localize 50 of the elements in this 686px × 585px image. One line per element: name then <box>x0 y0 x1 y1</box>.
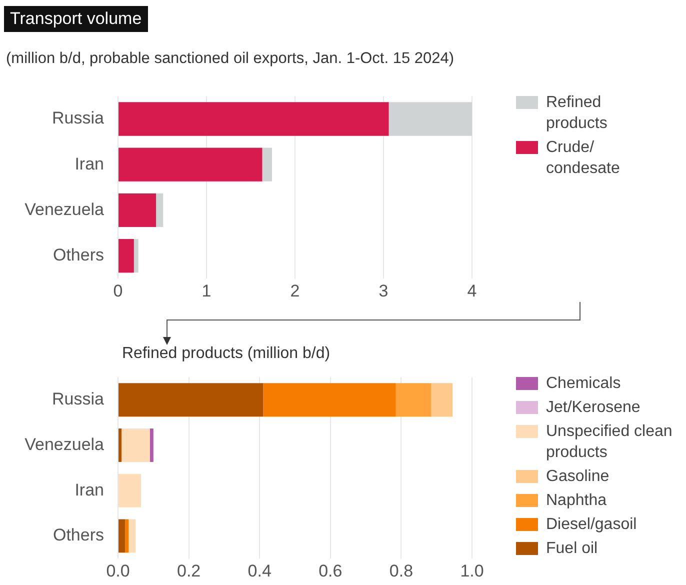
x-tick-label: 0.4 <box>248 561 272 580</box>
x-tick-label: 4 <box>467 281 477 300</box>
y-tick-label: Others <box>52 526 104 545</box>
bar <box>150 428 154 462</box>
chart-title: Transport volume <box>4 6 148 32</box>
bar <box>156 193 164 228</box>
bar <box>118 148 262 182</box>
legend-label: Unspecified clean products <box>546 423 672 461</box>
x-tick-label: 0.8 <box>389 561 414 580</box>
legend-label: Fuel oil <box>546 540 598 557</box>
bar <box>128 519 136 553</box>
x-tick-label: 3 <box>378 281 388 300</box>
bar <box>388 102 472 136</box>
y-tick-label: Venezuela <box>24 200 105 219</box>
y-tick-label: Russia <box>52 390 105 409</box>
legend-label: Refined products <box>546 94 608 132</box>
y-tick-label: Iran <box>74 154 104 174</box>
x-tick-label: 1 <box>202 281 212 300</box>
bar <box>125 519 129 553</box>
bar <box>118 193 156 228</box>
x-tick-label: 1.0 <box>460 561 484 580</box>
legend-label: Diesel/gasoil <box>546 516 637 533</box>
legend-label: Crude/condesate <box>546 139 620 177</box>
bar <box>118 238 134 273</box>
legend-label: Chemicals <box>546 375 621 392</box>
chart-subtitle: (million b/d, probable sanctioned oil exports, Jan. 1-Oct. 15 2024) <box>6 50 454 68</box>
bar <box>118 383 264 417</box>
chart-title: Refined products (million b/d) <box>122 345 330 363</box>
x-tick-label: 0.2 <box>176 561 201 580</box>
x-tick-label: 0.6 <box>318 561 342 580</box>
legend-label: Jet/Kerosene <box>546 399 640 416</box>
x-tick-label: 2 <box>290 281 300 300</box>
x-tick-label: 0 <box>113 281 123 300</box>
bar <box>431 383 453 417</box>
bar <box>118 474 142 508</box>
legend-label: Gasoline <box>546 468 610 485</box>
bar <box>118 428 122 462</box>
bar <box>134 238 138 273</box>
bar <box>122 428 150 462</box>
bar <box>263 383 396 417</box>
y-tick-label: Iran <box>74 480 104 500</box>
y-tick-label: Venezuela <box>24 434 105 454</box>
y-tick-label: Others <box>52 245 104 264</box>
bar <box>118 102 389 136</box>
bar <box>262 148 272 182</box>
bar <box>396 383 432 417</box>
legend-label: Naphtha <box>546 492 606 509</box>
y-tick-label: Russia <box>52 108 105 128</box>
x-tick-label: 0.0 <box>106 561 130 580</box>
bar <box>118 519 126 553</box>
